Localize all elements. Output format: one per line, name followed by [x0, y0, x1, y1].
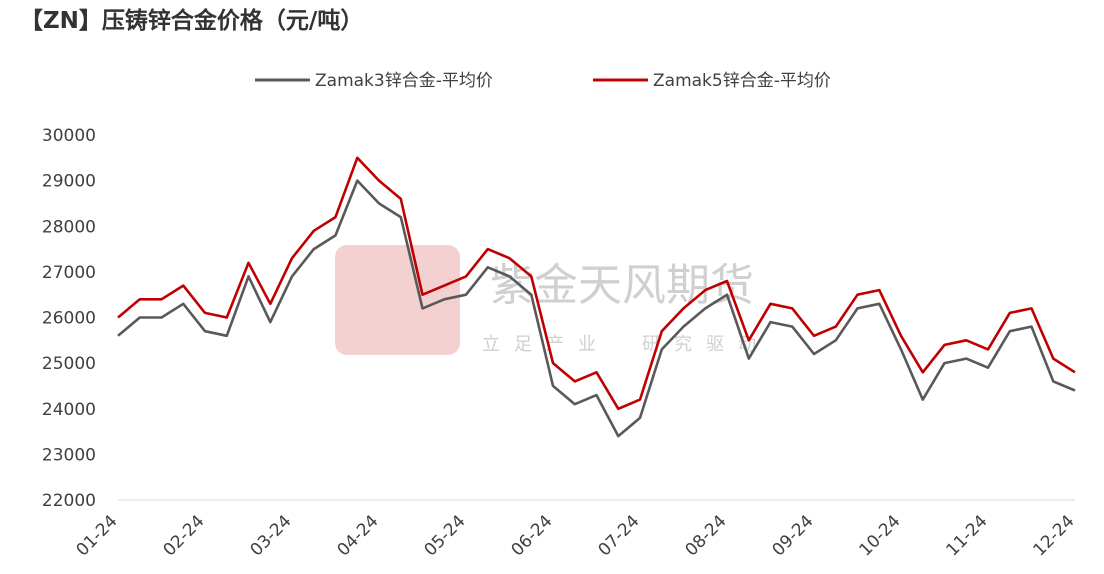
y-tick-label: 23000	[42, 445, 96, 465]
x-tick-label: 01-24	[72, 511, 121, 560]
y-tick-label: 24000	[42, 400, 96, 420]
y-tick-label: 30000	[42, 126, 96, 146]
chart-title: 【ZN】压铸锌合金价格（元/吨）	[20, 7, 363, 34]
y-tick-label: 22000	[42, 491, 96, 511]
y-tick-label: 29000	[42, 172, 96, 192]
watermark-logo	[335, 245, 460, 355]
series-line	[117, 179, 1076, 438]
y-tick-label: 26000	[42, 309, 96, 329]
y-tick-label: 27000	[42, 263, 96, 283]
legend-label: Zamak3锌合金-平均价	[315, 71, 493, 91]
x-tick-label: 08-24	[681, 511, 730, 560]
x-tick-label: 05-24	[420, 511, 469, 560]
x-tick-label: 07-24	[594, 511, 643, 560]
watermark-sub: 立足产业 研究驱动	[482, 334, 770, 355]
legend-label: Zamak5锌合金-平均价	[653, 71, 831, 91]
x-tick-label: 03-24	[246, 511, 295, 560]
y-tick-label: 28000	[42, 217, 96, 237]
x-tick-label: 10-24	[855, 511, 904, 560]
y-tick-label: 25000	[42, 354, 96, 374]
x-tick-label: 11-24	[942, 511, 991, 560]
x-tick-label: 02-24	[159, 511, 208, 560]
series-line	[117, 156, 1076, 411]
x-tick-label: 12-24	[1029, 511, 1078, 560]
x-tick-label: 04-24	[333, 511, 382, 560]
x-tick-label: 09-24	[768, 511, 817, 560]
x-tick-label: 06-24	[507, 511, 556, 560]
